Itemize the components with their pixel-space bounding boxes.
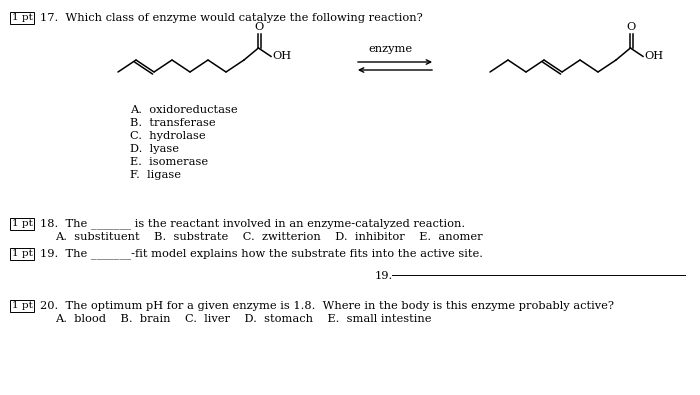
Text: 20.  The optimum pH for a given enzyme is 1.8.  Where in the body is this enzyme: 20. The optimum pH for a given enzyme is… bbox=[40, 301, 614, 311]
Text: OH: OH bbox=[272, 51, 291, 61]
FancyBboxPatch shape bbox=[10, 218, 34, 230]
Text: B.  transferase: B. transferase bbox=[130, 118, 216, 128]
Text: OH: OH bbox=[644, 51, 663, 61]
Text: F.  ligase: F. ligase bbox=[130, 170, 181, 180]
Text: 1 pt: 1 pt bbox=[12, 250, 32, 258]
Text: 18.  The _______ is the reactant involved in an enzyme-catalyzed reaction.: 18. The _______ is the reactant involved… bbox=[40, 219, 465, 229]
Text: 1 pt: 1 pt bbox=[12, 220, 32, 228]
Text: 19.  The _______-fit model explains how the substrate fits into the active site.: 19. The _______-fit model explains how t… bbox=[40, 248, 483, 260]
FancyBboxPatch shape bbox=[10, 12, 34, 24]
Text: O: O bbox=[626, 22, 636, 32]
Text: C.  hydrolase: C. hydrolase bbox=[130, 131, 206, 141]
FancyBboxPatch shape bbox=[10, 248, 34, 260]
Text: A.  substituent    B.  substrate    C.  zwitterion    D.  inhibitor    E.  anome: A. substituent B. substrate C. zwitterio… bbox=[55, 232, 482, 242]
FancyBboxPatch shape bbox=[10, 300, 34, 312]
Text: O: O bbox=[255, 22, 264, 32]
Text: 17.  Which class of enzyme would catalyze the following reaction?: 17. Which class of enzyme would catalyze… bbox=[40, 13, 423, 23]
Text: A.  blood    B.  brain    C.  liver    D.  stomach    E.  small intestine: A. blood B. brain C. liver D. stomach E.… bbox=[55, 314, 431, 324]
Text: 1 pt: 1 pt bbox=[12, 13, 32, 23]
Text: A.  oxidoreductase: A. oxidoreductase bbox=[130, 105, 237, 115]
Text: 19.: 19. bbox=[375, 271, 393, 281]
Text: enzyme: enzyme bbox=[368, 44, 412, 54]
Text: 1 pt: 1 pt bbox=[12, 301, 32, 310]
Text: E.  isomerase: E. isomerase bbox=[130, 157, 208, 167]
Text: D.  lyase: D. lyase bbox=[130, 144, 179, 154]
